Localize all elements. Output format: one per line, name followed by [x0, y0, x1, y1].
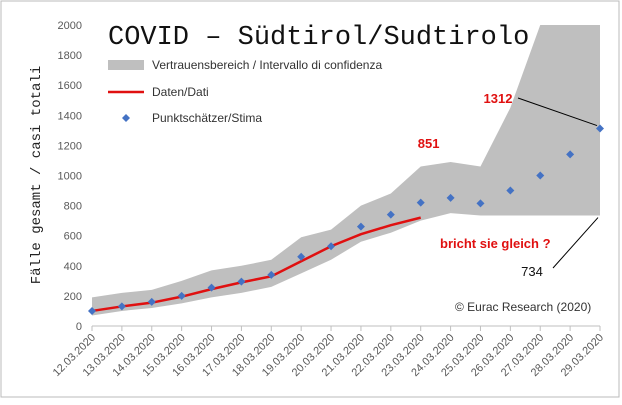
estimate-marker: [177, 291, 186, 300]
value-label: 851: [418, 136, 440, 151]
y-tick-label: 400: [64, 261, 82, 273]
estimate-marker: [88, 306, 96, 315]
legend-label: Punktschätzer/Stima: [152, 111, 262, 125]
estimate-marker: [386, 210, 395, 219]
band-label: 734: [521, 264, 543, 279]
estimate-marker: [117, 302, 126, 311]
data-line: [91, 216, 422, 313]
y-tick-label: 2000: [58, 20, 82, 32]
value-label: 1312: [484, 91, 513, 106]
legend-swatch: [122, 114, 130, 122]
estimate-marker: [147, 297, 156, 306]
leader-line: [517, 97, 598, 127]
legend-label: Vertrauensbereich / Intervallo di confid…: [152, 58, 382, 72]
y-tick-label: 200: [64, 291, 82, 303]
legend-label: Daten/Dati: [152, 85, 209, 99]
legend-swatch: [108, 60, 144, 70]
y-axis-label: Fälle gesamt / casi totali: [29, 66, 45, 284]
y-tick-label: 0: [76, 321, 82, 333]
y-tick-label: 1000: [58, 171, 82, 183]
leader-line: [552, 217, 599, 269]
annotation: bricht sie gleich ?: [440, 236, 551, 251]
estimate-marker: [476, 199, 485, 208]
y-tick-label: 800: [64, 201, 82, 213]
y-tick-label: 1200: [58, 140, 82, 152]
estimate-marker: [327, 242, 336, 251]
estimate-marker: [566, 150, 575, 159]
estimate-marker: [297, 252, 306, 261]
estimate-marker: [267, 270, 276, 279]
estimate-marker: [536, 171, 545, 180]
estimate-marker: [356, 222, 365, 231]
confidence-band: [92, 25, 600, 316]
estimate-marker: [416, 198, 425, 207]
estimate-marker: [596, 124, 604, 133]
y-tick-label: 1600: [58, 80, 82, 92]
y-tick-label: 1800: [58, 50, 82, 62]
y-tick-label: 600: [64, 231, 82, 243]
estimate-marker: [237, 277, 246, 286]
estimate-marker: [446, 193, 455, 202]
y-tick-label: 1400: [58, 110, 82, 122]
chart-title: COVID – Südtirol/Sudtirolo: [108, 23, 529, 53]
annotation: © Eurac Research (2020): [455, 300, 591, 314]
estimate-marker: [506, 186, 515, 195]
estimate-marker: [207, 283, 216, 292]
